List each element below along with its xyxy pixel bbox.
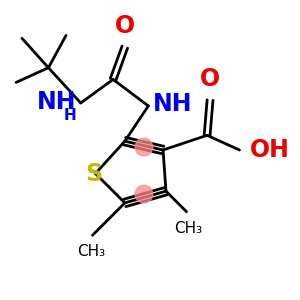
Text: CH₃: CH₃ [77, 244, 105, 259]
Circle shape [135, 185, 153, 203]
Text: O: O [115, 14, 135, 38]
Text: H: H [64, 108, 76, 123]
Text: CH₃: CH₃ [174, 220, 202, 236]
Text: NH: NH [37, 89, 76, 113]
Text: OH: OH [250, 138, 290, 162]
Text: O: O [200, 67, 220, 91]
Text: NH: NH [153, 92, 192, 116]
Circle shape [135, 138, 153, 156]
Text: S: S [85, 161, 103, 185]
